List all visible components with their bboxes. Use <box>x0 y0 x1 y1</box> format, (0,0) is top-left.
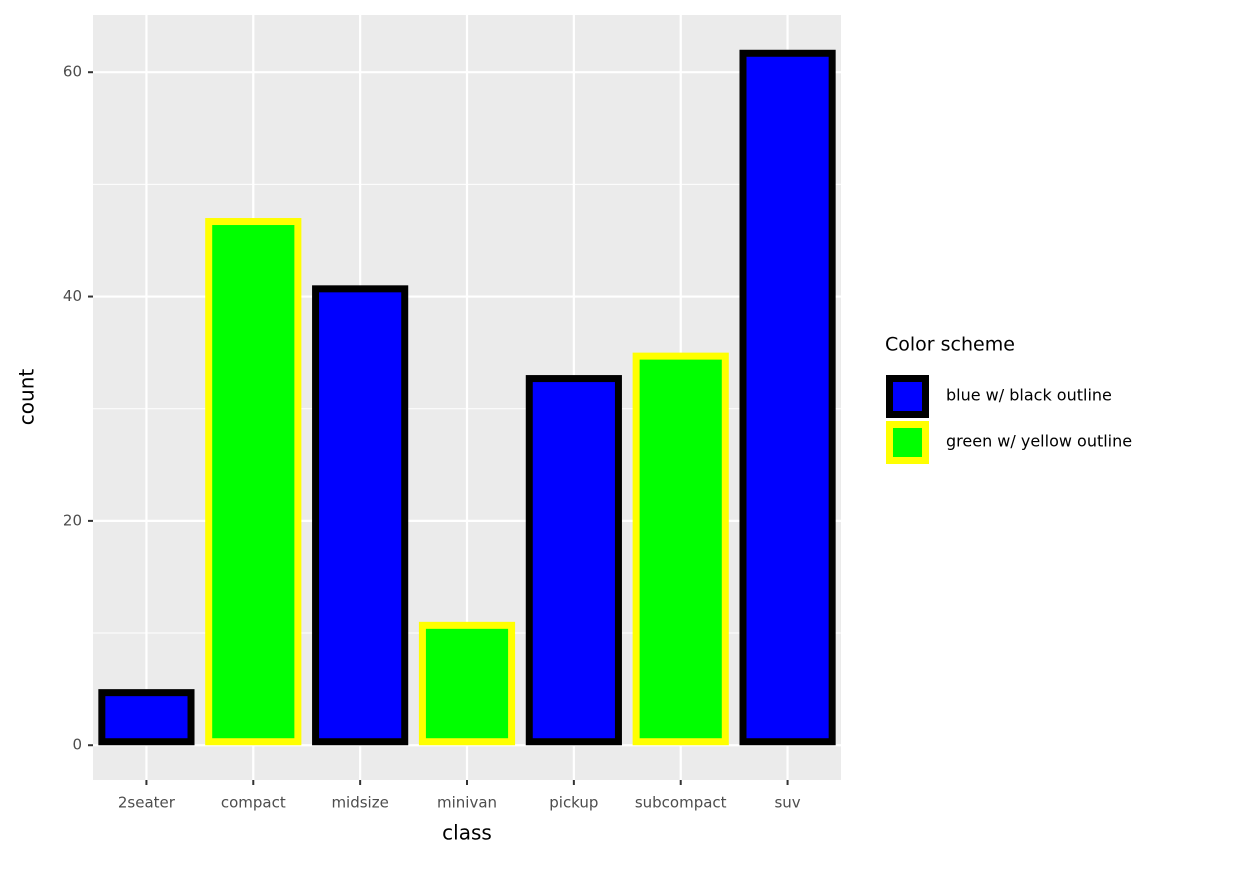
legend-key <box>886 421 929 464</box>
bar <box>205 218 302 746</box>
y-axis-title: count <box>15 369 39 426</box>
x-tick-label: pickup <box>549 794 598 812</box>
x-tick-label: suv <box>774 794 800 812</box>
bar <box>312 285 409 746</box>
x-tick-label: compact <box>221 794 286 812</box>
x-tick-label: minivan <box>437 794 497 812</box>
legend-label: blue w/ black outline <box>946 386 1112 405</box>
bar <box>418 621 516 746</box>
x-tick-label: midsize <box>331 794 388 812</box>
x-tick-label: subcompact <box>635 794 727 812</box>
bar <box>632 352 729 746</box>
x-tick-label: 2seater <box>118 794 176 812</box>
bar <box>739 49 836 746</box>
x-axis-title: class <box>442 821 492 845</box>
y-tick-label: 40 <box>63 287 82 305</box>
y-tick-label: 0 <box>72 736 82 754</box>
y-tick-label: 60 <box>63 63 82 81</box>
legend-label: green w/ yellow outline <box>946 432 1132 451</box>
y-tick-label: 20 <box>63 511 82 529</box>
legend-title: Color scheme <box>885 334 1015 356</box>
bar <box>525 375 622 746</box>
legend-key <box>886 375 929 418</box>
bar <box>98 689 195 746</box>
